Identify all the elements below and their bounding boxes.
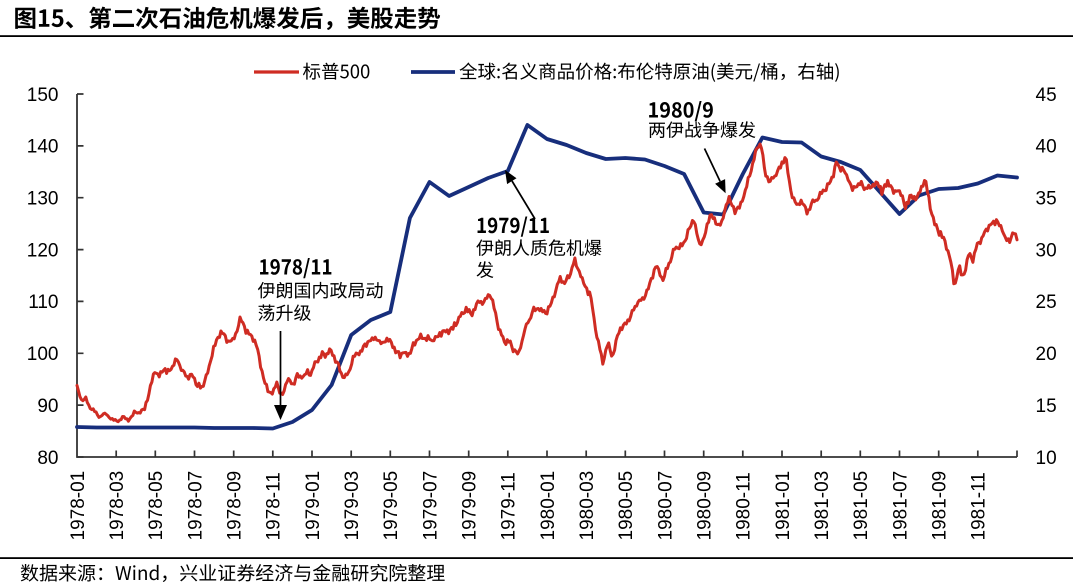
svg-text:1979-05: 1979-05 [381, 471, 402, 541]
svg-text:45: 45 [1036, 85, 1057, 106]
svg-text:90: 90 [37, 396, 58, 417]
svg-text:10: 10 [1036, 448, 1057, 469]
svg-text:1981-03: 1981-03 [812, 471, 833, 541]
svg-text:1979-01: 1979-01 [303, 471, 324, 541]
svg-text:35: 35 [1036, 189, 1057, 210]
svg-text:110: 110 [28, 292, 58, 313]
svg-text:1979-11: 1979-11 [499, 472, 520, 540]
svg-text:1979-09: 1979-09 [460, 471, 481, 541]
svg-text:140: 140 [27, 137, 59, 158]
svg-text:1979-07: 1979-07 [420, 471, 441, 541]
svg-text:150: 150 [27, 85, 59, 106]
svg-text:40: 40 [1036, 137, 1057, 158]
svg-text:1980-11: 1980-11 [734, 472, 755, 540]
svg-text:1980-03: 1980-03 [577, 471, 598, 541]
svg-text:1978-11: 1978-11 [264, 472, 285, 540]
svg-text:100: 100 [27, 344, 59, 365]
svg-text:1980-09: 1980-09 [695, 471, 716, 541]
svg-text:1981-09: 1981-09 [930, 471, 951, 541]
svg-text:1980-05: 1980-05 [616, 471, 637, 541]
svg-text:1978-09: 1978-09 [225, 471, 246, 541]
svg-text:1978-07: 1978-07 [185, 471, 206, 541]
svg-text:20: 20 [1036, 344, 1057, 365]
svg-text:1980-01: 1980-01 [538, 471, 559, 541]
svg-text:30: 30 [1036, 240, 1057, 261]
svg-text:1979-03: 1979-03 [342, 471, 363, 541]
svg-text:25: 25 [1036, 292, 1057, 313]
svg-text:1981-11: 1981-11 [969, 472, 990, 540]
svg-text:120: 120 [27, 240, 59, 261]
svg-text:1981-07: 1981-07 [890, 471, 911, 541]
svg-text:80: 80 [37, 448, 58, 469]
svg-text:15: 15 [1036, 396, 1057, 417]
svg-text:1978-03: 1978-03 [107, 471, 128, 541]
svg-text:1978-01: 1978-01 [68, 471, 89, 541]
svg-text:1981-05: 1981-05 [851, 471, 872, 541]
svg-text:130: 130 [27, 189, 59, 210]
svg-text:1980-07: 1980-07 [655, 471, 676, 541]
svg-text:1978-05: 1978-05 [146, 471, 167, 541]
svg-text:1981-01: 1981-01 [773, 471, 794, 541]
